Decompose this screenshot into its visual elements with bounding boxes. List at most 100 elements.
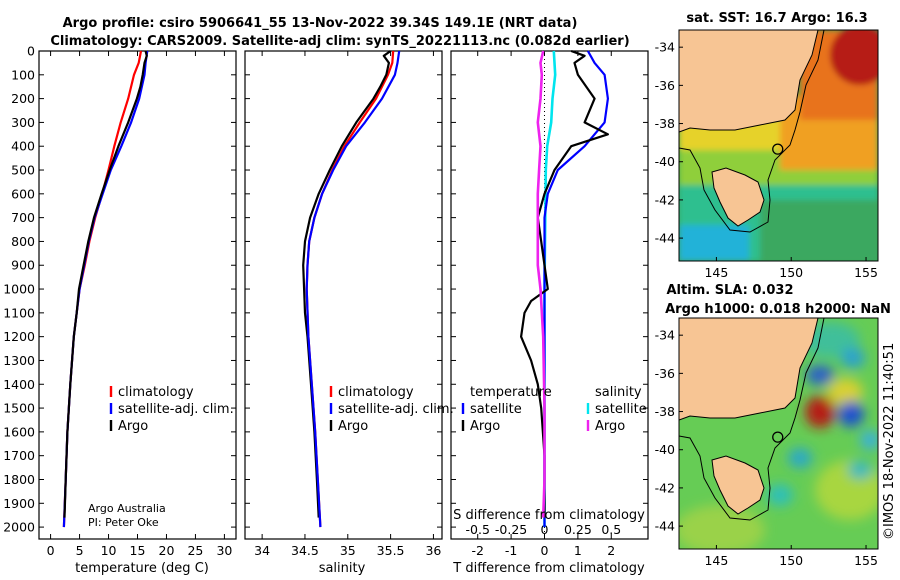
x-tick-label: 30 (216, 543, 232, 558)
y-tick-label: 1800 (3, 472, 35, 487)
sla-map-title-line1: Altim. SLA: 0.032 (667, 283, 794, 298)
legend-label-t-argo: Argo (470, 419, 500, 434)
sla-low (806, 365, 834, 385)
map-y-tick-label: -44 (655, 519, 675, 534)
sla-coastline (679, 318, 819, 421)
salinity-xlabel: salinity (319, 561, 366, 576)
temperature-panel: 0 5 10 15 20 25 300100200300400500600700800900… (3, 44, 236, 558)
sla-map-frame (678, 317, 879, 550)
x-tick-label: 1 (574, 543, 582, 558)
sla-map-axes: 145 150 155 -34 -36 -38 -40 -42 -44 (655, 328, 878, 568)
sla-argo-location-marker (772, 431, 784, 443)
legend-label-satellite: satellite-adj. clim. (118, 402, 234, 417)
map-y-tick-label: -40 (655, 154, 675, 169)
s-tick-label: -0.5 (466, 522, 490, 537)
y-tick-label: 200 (11, 91, 35, 106)
sla-blob (679, 505, 765, 549)
sla-shelf-contour (679, 318, 825, 521)
x-tick-label: 15 (130, 543, 146, 558)
sla-low (838, 401, 864, 427)
temperature-panel-frame (38, 50, 237, 540)
sla-low (860, 430, 878, 450)
credit-line2: PI: Peter Oke (88, 516, 159, 529)
legend-label-t-satellite: satellite (470, 402, 522, 417)
legend-label-argo: Argo (338, 419, 368, 434)
sla-high (827, 378, 863, 406)
legend-label-argo: Argo (118, 419, 148, 434)
y-tick-label: 2000 (3, 520, 35, 535)
y-tick-label: 100 (11, 67, 35, 82)
y-tick-label: 1400 (3, 377, 35, 392)
temperature-climatology-line (62, 50, 143, 528)
x-tick-label: 25 (187, 543, 203, 558)
y-tick-label: 0 (27, 44, 35, 59)
sla-mainland (679, 318, 818, 420)
map-y-tick-label: -34 (655, 40, 675, 55)
sla-tasmania-coast (711, 455, 765, 515)
temperature-xlabel: temperature (deg C) (75, 561, 209, 576)
legend-title-temperature: temperature (470, 385, 552, 400)
y-tick-label: 800 (11, 234, 35, 249)
map-y-tick-label: -40 (655, 442, 675, 457)
legend-label-s-argo: Argo (595, 419, 625, 434)
temperature-argo-line (63, 50, 148, 518)
y-tick-label: 1000 (3, 282, 35, 297)
s-tick-label: 0.5 (601, 522, 621, 537)
x-tick-label: 2 (607, 543, 615, 558)
sla-low (848, 461, 872, 479)
salinity-climatology-line (305, 50, 395, 528)
map-y-tick-label: -38 (655, 116, 675, 131)
x-tick-label: 35 (340, 543, 356, 558)
x-tick-label: 10 (101, 543, 117, 558)
y-tick-label: 700 (11, 210, 35, 225)
temperature-satellite-line (62, 50, 149, 528)
sst-map-axes: 145 150 155 -34 -36 -38 -40 -42 -44 (655, 40, 878, 280)
salinity-panel-frame (244, 50, 443, 540)
difference-xlabel: T difference from climatology (452, 561, 645, 576)
y-tick-label: 900 (11, 258, 35, 273)
figure-title-line2: Climatology: CARS2009. Satellite-adj cli… (50, 34, 629, 49)
y-tick-label: 400 (11, 139, 35, 154)
y-tick-label: 1700 (3, 448, 35, 463)
legend-label-climatology: climatology (338, 385, 414, 400)
legend-label-s-satellite: satellite (595, 402, 647, 417)
s-tick-label: 0.25 (564, 522, 592, 537)
y-tick-label: 1200 (3, 329, 35, 344)
salinity-legend: climatology satellite-adj. clim. Argo (329, 385, 454, 434)
map-y-tick-label: -36 (655, 78, 675, 93)
map-y-tick-label: -44 (655, 231, 675, 246)
sst-tasmania-coast (711, 167, 765, 227)
sla-low (767, 484, 793, 506)
x-tick-label: -1 (505, 543, 517, 558)
credit-line1: Argo Australia (88, 502, 166, 515)
s-argo-diff-line (536, 50, 546, 518)
sla-low (788, 448, 812, 468)
map-x-tick-label: 145 (704, 265, 728, 280)
map-x-tick-label: 150 (779, 553, 803, 568)
legend-label-climatology: climatology (118, 385, 194, 400)
map-y-tick-label: -42 (655, 192, 675, 207)
s-tick-label: 0 (541, 522, 549, 537)
legend-title-salinity: salinity (595, 385, 642, 400)
map-x-tick-label: 145 (704, 553, 728, 568)
sst-coastline (679, 30, 819, 133)
sst-warm-core (830, 30, 878, 85)
x-tick-label: 34 (254, 543, 270, 558)
x-tick-label: 35.5 (377, 543, 405, 558)
sst-map-frame (678, 29, 879, 262)
sst-shelf-contour (679, 30, 825, 233)
y-tick-label: 1900 (3, 496, 35, 511)
sst-green-se (760, 200, 878, 261)
t-argo-diff-line (519, 49, 610, 518)
map-y-tick-label: -38 (655, 404, 675, 419)
sst-map (679, 30, 878, 261)
imos-watermark: ©IMOS 18-Nov-2022 11:40:51 (882, 343, 897, 540)
map-y-tick-label: -36 (655, 366, 675, 381)
y-tick-label: 1300 (3, 353, 35, 368)
y-tick-label: 600 (11, 186, 35, 201)
x-tick-label: -2 (471, 543, 483, 558)
sla-high (805, 396, 835, 428)
map-x-tick-label: 155 (854, 553, 878, 568)
y-tick-label: 1500 (3, 401, 35, 416)
